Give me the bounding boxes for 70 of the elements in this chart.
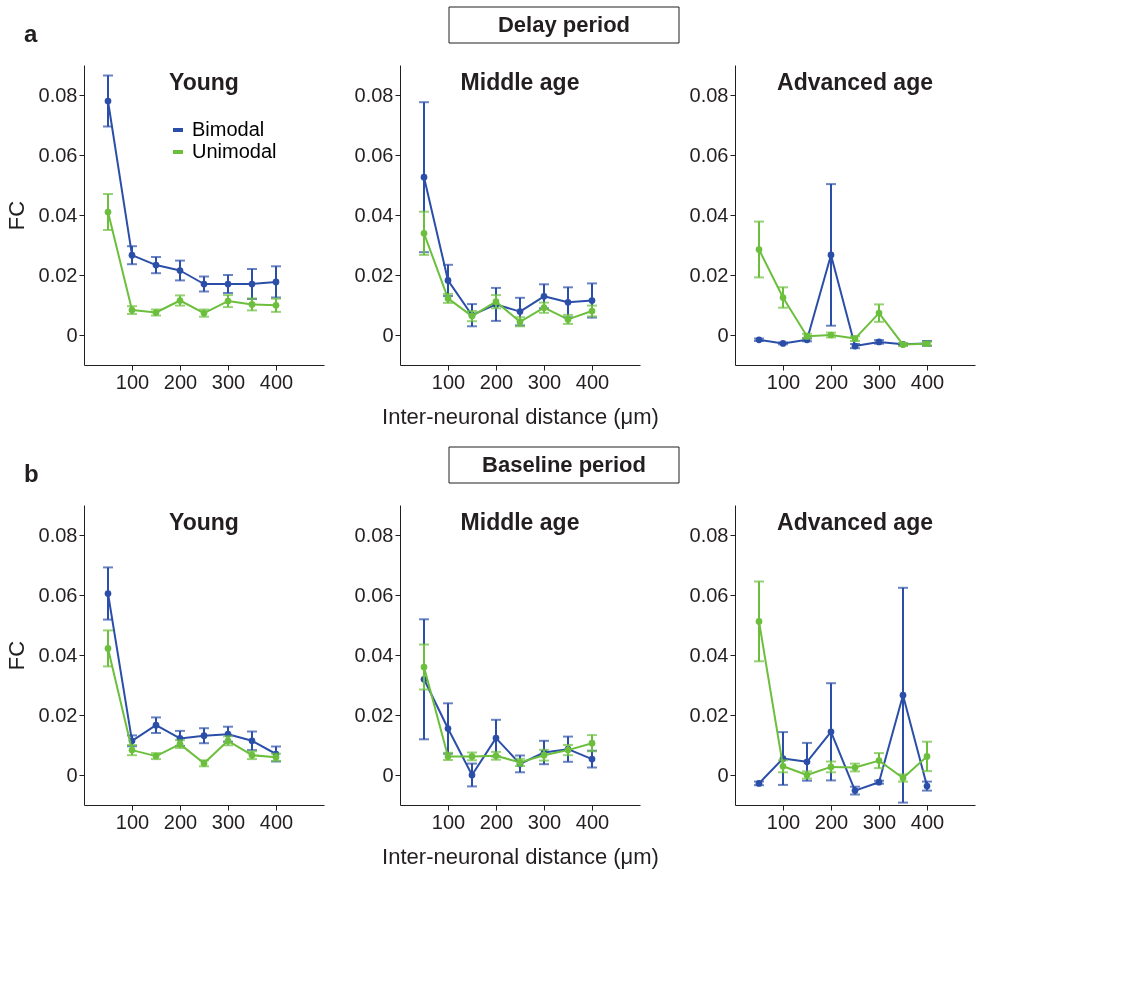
y-tick-label: 0.02 <box>689 263 729 286</box>
chart-title: Young <box>169 69 239 95</box>
x-tick-label: 200 <box>163 810 198 833</box>
y-tick-label: 0.06 <box>38 143 78 166</box>
y-tick-label: 0.04 <box>354 643 394 666</box>
y-axis-title: FC <box>3 200 29 231</box>
x-tick-label: 200 <box>814 810 849 833</box>
chart-title: Young <box>169 509 239 535</box>
y-tick-label: 0.02 <box>38 703 78 726</box>
x-tick-label: 200 <box>479 370 514 393</box>
text: Delay period <box>497 12 631 37</box>
y-tick-label: 0.02 <box>38 263 78 286</box>
x-tick-label: 200 <box>163 370 198 393</box>
x-tick-label: 300 <box>527 810 562 833</box>
y-tick-label: 0.08 <box>354 83 394 106</box>
y-tick-label: 0 <box>717 323 729 346</box>
legend-label: Unimodal <box>192 140 277 162</box>
text: a <box>24 20 38 47</box>
y-tick-label: 0 <box>66 323 78 346</box>
chart-title: Advanced age <box>777 509 933 535</box>
x-tick-label: 200 <box>814 370 849 393</box>
x-tick-label: 200 <box>479 810 514 833</box>
y-tick-label: 0.04 <box>354 203 394 226</box>
y-tick-label: 0.08 <box>689 523 729 546</box>
x-tick-label: 400 <box>910 810 945 833</box>
x-tick-label: 300 <box>862 370 897 393</box>
x-tick-label: 400 <box>259 370 294 393</box>
y-tick-label: 0.04 <box>689 643 729 666</box>
x-tick-label: 400 <box>575 810 610 833</box>
y-tick-label: 0.06 <box>354 583 394 606</box>
x-tick-label: 300 <box>211 810 246 833</box>
y-tick-label: 0.06 <box>354 143 394 166</box>
y-tick-label: 0.06 <box>689 583 729 606</box>
y-tick-label: 0.06 <box>38 583 78 606</box>
y-tick-label: 0.02 <box>354 703 394 726</box>
x-tick-label: 300 <box>862 810 897 833</box>
text: Baseline period <box>482 452 646 477</box>
x-axis-title: Inter-neuronal distance (μm) <box>382 403 659 429</box>
y-tick-label: 0.06 <box>689 143 729 166</box>
text: b <box>24 460 39 487</box>
chart-title: Middle age <box>460 69 580 95</box>
x-tick-label: 100 <box>766 810 801 833</box>
y-tick-label: 0.08 <box>689 83 729 106</box>
y-tick-label: 0 <box>717 763 729 786</box>
y-tick-label: 0 <box>66 763 78 786</box>
x-tick-label: 100 <box>431 370 466 393</box>
x-tick-label: 100 <box>766 370 801 393</box>
y-axis-title: FC <box>3 640 29 671</box>
y-tick-label: 0.02 <box>354 263 394 286</box>
y-tick-label: 0.04 <box>38 203 78 226</box>
x-tick-label: 400 <box>575 370 610 393</box>
x-tick-label: 400 <box>259 810 294 833</box>
x-tick-label: 100 <box>115 370 150 393</box>
x-tick-label: 400 <box>910 370 945 393</box>
x-tick-label: 300 <box>527 370 562 393</box>
y-tick-label: 0.04 <box>689 203 729 226</box>
x-tick-label: 100 <box>115 810 150 833</box>
legend-label: Bimodal <box>192 118 265 140</box>
x-axis-title: Inter-neuronal distance (μm) <box>382 843 659 869</box>
chart-title: Advanced age <box>777 69 933 95</box>
x-tick-label: 100 <box>431 810 466 833</box>
y-tick-label: 0.08 <box>38 83 78 106</box>
y-tick-label: 0 <box>382 763 394 786</box>
chart-title: Middle age <box>460 509 580 535</box>
y-tick-label: 0 <box>382 323 394 346</box>
x-tick-label: 300 <box>211 370 246 393</box>
y-tick-label: 0.04 <box>38 643 78 666</box>
y-tick-label: 0.08 <box>38 523 78 546</box>
y-tick-label: 0.08 <box>354 523 394 546</box>
y-tick-label: 0.02 <box>689 703 729 726</box>
